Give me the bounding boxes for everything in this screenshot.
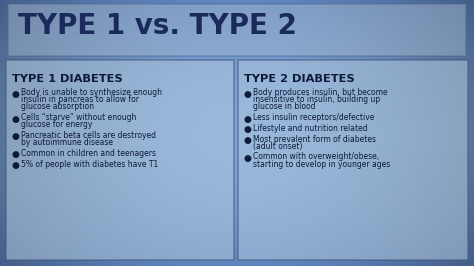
Text: Common with overweight/obese,: Common with overweight/obese, [253, 152, 379, 161]
FancyBboxPatch shape [238, 60, 468, 260]
Text: glucose in blood: glucose in blood [253, 102, 316, 111]
Text: Less insulin receptors/defective: Less insulin receptors/defective [253, 113, 374, 122]
Text: 5% of people with diabetes have T1: 5% of people with diabetes have T1 [21, 160, 158, 169]
Text: ●: ● [12, 89, 20, 98]
Text: ●: ● [244, 136, 252, 145]
Text: TYPE 1 vs. TYPE 2: TYPE 1 vs. TYPE 2 [18, 12, 297, 40]
Text: ●: ● [12, 150, 20, 159]
Text: Most prevalent form of diabetes: Most prevalent form of diabetes [253, 135, 376, 143]
Text: Common in children and teenagers: Common in children and teenagers [21, 149, 156, 158]
Text: TYPE 1 DIABETES: TYPE 1 DIABETES [12, 74, 123, 84]
Text: Lifestyle and nutrition related: Lifestyle and nutrition related [253, 124, 368, 133]
Text: glucose absorption: glucose absorption [21, 102, 94, 111]
Text: (adult onset): (adult onset) [253, 142, 302, 151]
Text: ●: ● [12, 115, 20, 124]
Text: starting to develop in younger ages: starting to develop in younger ages [253, 160, 390, 169]
Text: by autoimmune disease: by autoimmune disease [21, 138, 113, 147]
Text: TYPE 2 DIABETES: TYPE 2 DIABETES [244, 74, 355, 84]
Text: ●: ● [244, 154, 252, 163]
FancyBboxPatch shape [8, 4, 466, 56]
Text: ●: ● [12, 161, 20, 170]
Text: Body produces insulin, but become: Body produces insulin, but become [253, 88, 388, 97]
Text: insulin in pancreas to allow for: insulin in pancreas to allow for [21, 95, 139, 104]
Text: ●: ● [244, 125, 252, 134]
Text: Cells “starve” without enough: Cells “starve” without enough [21, 113, 137, 122]
Text: ●: ● [244, 115, 252, 124]
Text: ●: ● [244, 89, 252, 98]
Text: Pancreatic beta cells are destroyed: Pancreatic beta cells are destroyed [21, 131, 156, 140]
Text: Body is unable to synthesize enough: Body is unable to synthesize enough [21, 88, 162, 97]
FancyBboxPatch shape [6, 60, 234, 260]
Text: glucose for energy: glucose for energy [21, 120, 92, 129]
Text: insensitive to insulin, building up: insensitive to insulin, building up [253, 95, 380, 104]
Text: ●: ● [12, 132, 20, 142]
